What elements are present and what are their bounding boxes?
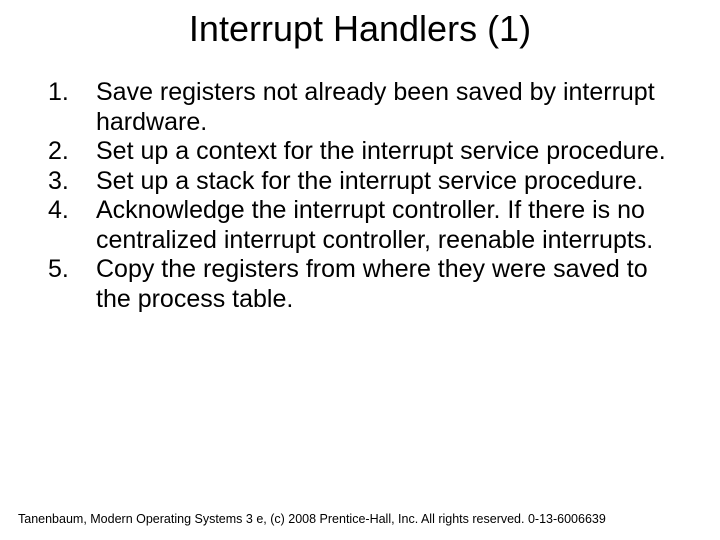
list-item: Set up a stack for the interrupt service… <box>40 167 680 197</box>
list-item: Copy the registers from where they were … <box>40 255 680 314</box>
list-item: Set up a context for the interrupt servi… <box>40 137 680 167</box>
slide: Interrupt Handlers (1) Save registers no… <box>0 0 720 540</box>
page-title: Interrupt Handlers (1) <box>0 0 720 50</box>
numbered-list: Save registers not already been saved by… <box>40 78 680 314</box>
list-item: Acknowledge the interrupt controller. If… <box>40 196 680 255</box>
list-item: Save registers not already been saved by… <box>40 78 680 137</box>
footer-citation: Tanenbaum, Modern Operating Systems 3 e,… <box>18 512 606 526</box>
